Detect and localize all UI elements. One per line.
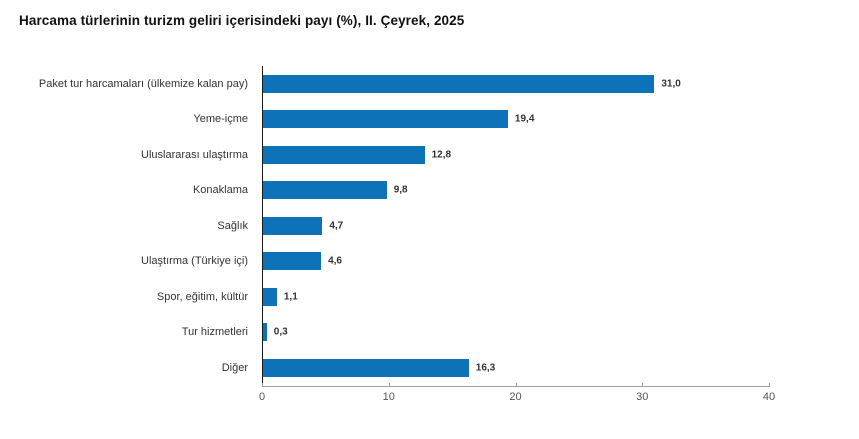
- value-label: 4,6: [328, 255, 342, 267]
- bar: [263, 216, 323, 235]
- bar-zone: 31,0: [262, 66, 768, 102]
- bar-row: Uluslararası ulaştırma 12,8: [0, 137, 859, 173]
- category-label: Konaklama: [192, 184, 248, 197]
- bar-zone: 16,3: [262, 350, 768, 386]
- bar-rows: Paket tur harcamaları (ülkemize kalan pa…: [0, 66, 859, 386]
- value-label: 19,4: [514, 113, 535, 125]
- x-axis-tick-label: 20: [509, 390, 522, 403]
- bar-row: Tur hizmetleri 0,3: [0, 314, 859, 350]
- bar: [263, 74, 655, 93]
- x-axis-tick-label: 0: [258, 390, 266, 403]
- category-label: Uluslararası ulaştırma: [141, 148, 248, 161]
- bar: [263, 287, 277, 306]
- x-axis-tick: [769, 382, 770, 387]
- category-label: Ulaştırma (Türkiye içi): [141, 255, 248, 268]
- bar-zone: 9,8: [262, 172, 768, 208]
- x-axis-tick-label: 40: [762, 390, 776, 403]
- category-label: Tur hizmetleri: [181, 326, 248, 339]
- bar: [263, 145, 425, 164]
- bar-zone: 19,4: [262, 101, 768, 137]
- value-label: 9,8: [393, 184, 408, 196]
- bar: [263, 110, 508, 129]
- bar-row: Konaklama 9,8: [0, 172, 859, 208]
- bar-zone: 12,8: [262, 137, 768, 173]
- bar-row: Paket tur harcamaları (ülkemize kalan pa…: [0, 66, 859, 102]
- value-label: 1,1: [283, 291, 298, 303]
- bar: [263, 252, 322, 271]
- value-label: 16,3: [475, 362, 496, 374]
- category-label: Sağlık: [217, 219, 248, 232]
- x-axis-tick-label: 10: [382, 390, 395, 403]
- category-label: Diğer: [221, 361, 248, 374]
- bar-zone: 1,1: [262, 279, 768, 315]
- bar: [263, 358, 469, 377]
- bar-row: Yeme-içme 19,4: [0, 101, 859, 137]
- bar-row: Ulaştırma (Türkiye içi) 4,6: [0, 243, 859, 279]
- bar-row: Diğer 16,3: [0, 350, 859, 386]
- x-axis-tick: [388, 382, 390, 387]
- value-label: 4,7: [329, 220, 344, 232]
- chart-title: Harcama türlerinin turizm geliri içerisi…: [19, 13, 465, 28]
- x-axis-tick: [642, 382, 644, 387]
- value-label: 0,3: [273, 326, 288, 338]
- bar: [263, 323, 267, 342]
- bar-zone: 0,3: [262, 314, 768, 350]
- bar: [263, 181, 387, 200]
- x-axis-tick-label: 30: [636, 390, 649, 403]
- category-label: Spor, eğitim, kültür: [156, 290, 248, 303]
- bar-zone: 4,7: [262, 208, 768, 244]
- value-label: 12,8: [431, 149, 452, 161]
- category-label: Yeme-içme: [193, 113, 248, 126]
- value-label: 31,0: [661, 78, 681, 90]
- x-axis: 0 10 20 30 40: [258, 382, 775, 408]
- bar-row: Spor, eğitim, kültür 1,1: [0, 279, 859, 315]
- bar-zone: 4,6: [262, 243, 768, 279]
- bar-row: Sağlık 4,7: [0, 208, 859, 244]
- bar-chart-plot: Paket tur harcamaları (ülkemize kalan pa…: [0, 66, 859, 408]
- x-axis-tick: [262, 382, 263, 387]
- category-label: Paket tur harcamaları (ülkemize kalan pa…: [38, 77, 248, 90]
- x-axis-tick: [515, 382, 517, 387]
